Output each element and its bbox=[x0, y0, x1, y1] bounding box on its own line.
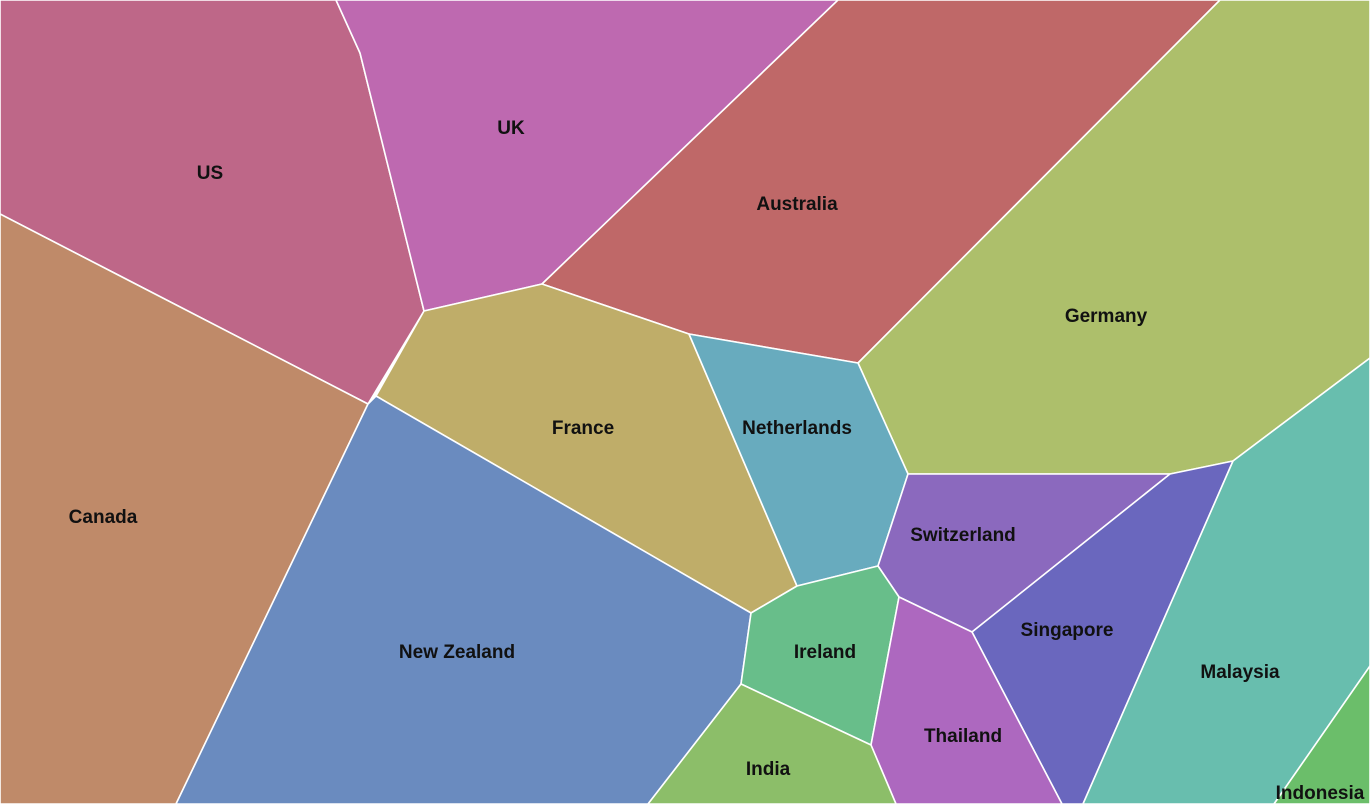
cell-label-germany: Germany bbox=[1065, 306, 1148, 327]
cell-label-malaysia: Malaysia bbox=[1200, 662, 1280, 683]
cell-label-new-zealand: New Zealand bbox=[399, 642, 515, 663]
cell-singapore bbox=[971, 460, 1234, 804]
cell-canada bbox=[0, 213, 369, 804]
cell-label-india: India bbox=[746, 759, 791, 780]
cell-label-france: France bbox=[552, 418, 614, 439]
cell-label-ireland: Ireland bbox=[794, 642, 856, 663]
labels-layer: US UK Australia Germany Canada France Netherla… bbox=[69, 118, 1365, 804]
cell-label-us: US bbox=[197, 163, 223, 184]
cell-indonesia bbox=[1273, 665, 1370, 804]
cell-india bbox=[647, 683, 897, 804]
cell-label-australia: Australia bbox=[756, 194, 838, 215]
cell-label-thailand: Thailand bbox=[924, 726, 1002, 747]
cell-label-switzerland: Switzerland bbox=[910, 525, 1016, 546]
cell-label-netherlands: Netherlands bbox=[742, 418, 852, 439]
cell-label-canada: Canada bbox=[69, 507, 138, 528]
cell-label-uk: UK bbox=[497, 118, 525, 139]
cell-thailand bbox=[870, 596, 1063, 804]
cell-label-indonesia: Indonesia bbox=[1276, 783, 1365, 804]
cell-label-singapore: Singapore bbox=[1021, 620, 1114, 641]
